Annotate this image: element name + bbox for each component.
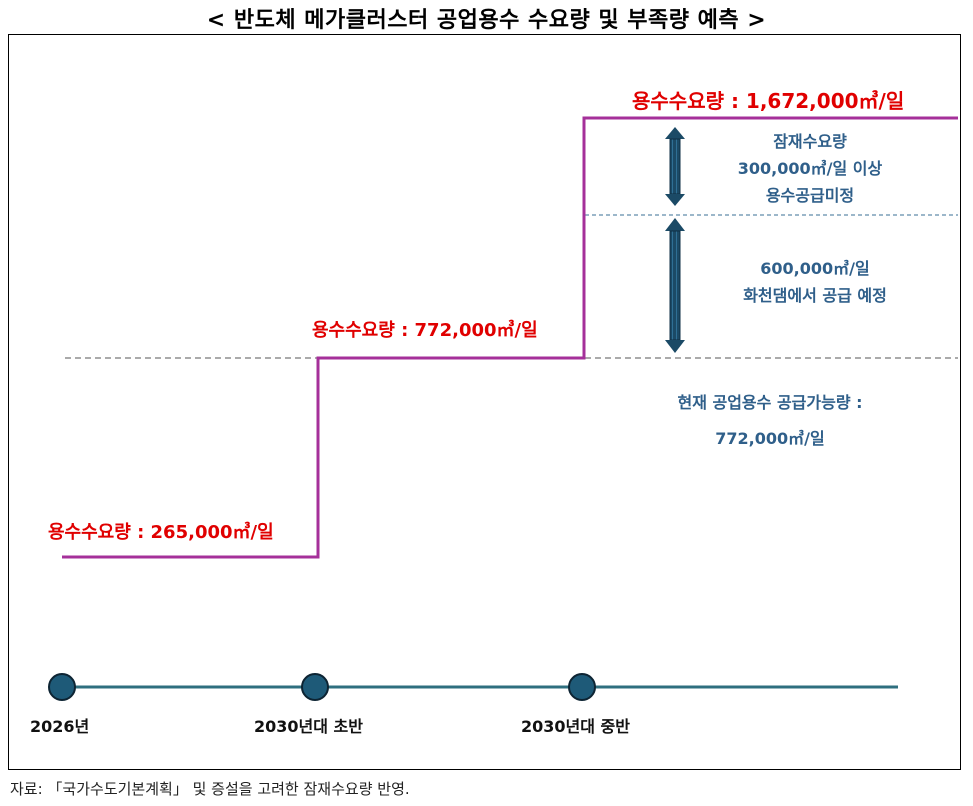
demand-label-2030-mid: 용수수요량 : 1,672,000㎥/일 [632, 89, 905, 113]
hwacheon-supply-arrow [665, 218, 685, 353]
potential-demand-status: 용수공급미정 [765, 186, 855, 205]
current-supply-annotation: 현재 공업용수 공급가능량 : 772,000㎥/일 [640, 385, 900, 457]
source-note: 자료: 「국가수도기본계획」 및 증설을 고려한 잠재수요량 반영. [10, 780, 410, 798]
diagram-title: < 반도체 메가클러스터 공업용수 수요량 및 부족량 예측 > [206, 8, 767, 33]
hwacheon-supply-note: 화천댐에서 공급 예정 [743, 286, 887, 305]
current-supply-amount: 772,000㎥/일 [715, 429, 825, 448]
potential-demand-amount: 300,000㎥/일 이상 [737, 159, 883, 178]
timeline-label-2026: 2026년 [30, 717, 90, 736]
demand-label-2030-early: 용수수요량 : 772,000㎥/일 [312, 320, 538, 341]
potential-demand-annotation: 잠재수요량 300,000㎥/일 이상 용수공급미정 [700, 128, 920, 209]
demand-step-line [62, 116, 958, 559]
timeline-label-2030-early: 2030년대 초반 [254, 717, 363, 736]
hwacheon-supply-amount: 600,000㎥/일 [760, 259, 870, 278]
diagram-frame [8, 34, 961, 770]
timeline-marker-2026 [48, 673, 76, 701]
hwacheon-supply-annotation: 600,000㎥/일 화천댐에서 공급 예정 [705, 255, 925, 309]
potential-demand-arrow [665, 127, 685, 206]
timeline-marker-2030-early [301, 673, 329, 701]
timeline-marker-2030-mid [568, 673, 596, 701]
potential-demand-title: 잠재수요량 [773, 132, 847, 151]
current-supply-title: 현재 공업용수 공급가능량 : [677, 393, 863, 412]
demand-label-2026: 용수수요량 : 265,000㎥/일 [48, 522, 274, 543]
timeline-label-2030-mid: 2030년대 중반 [521, 717, 630, 736]
